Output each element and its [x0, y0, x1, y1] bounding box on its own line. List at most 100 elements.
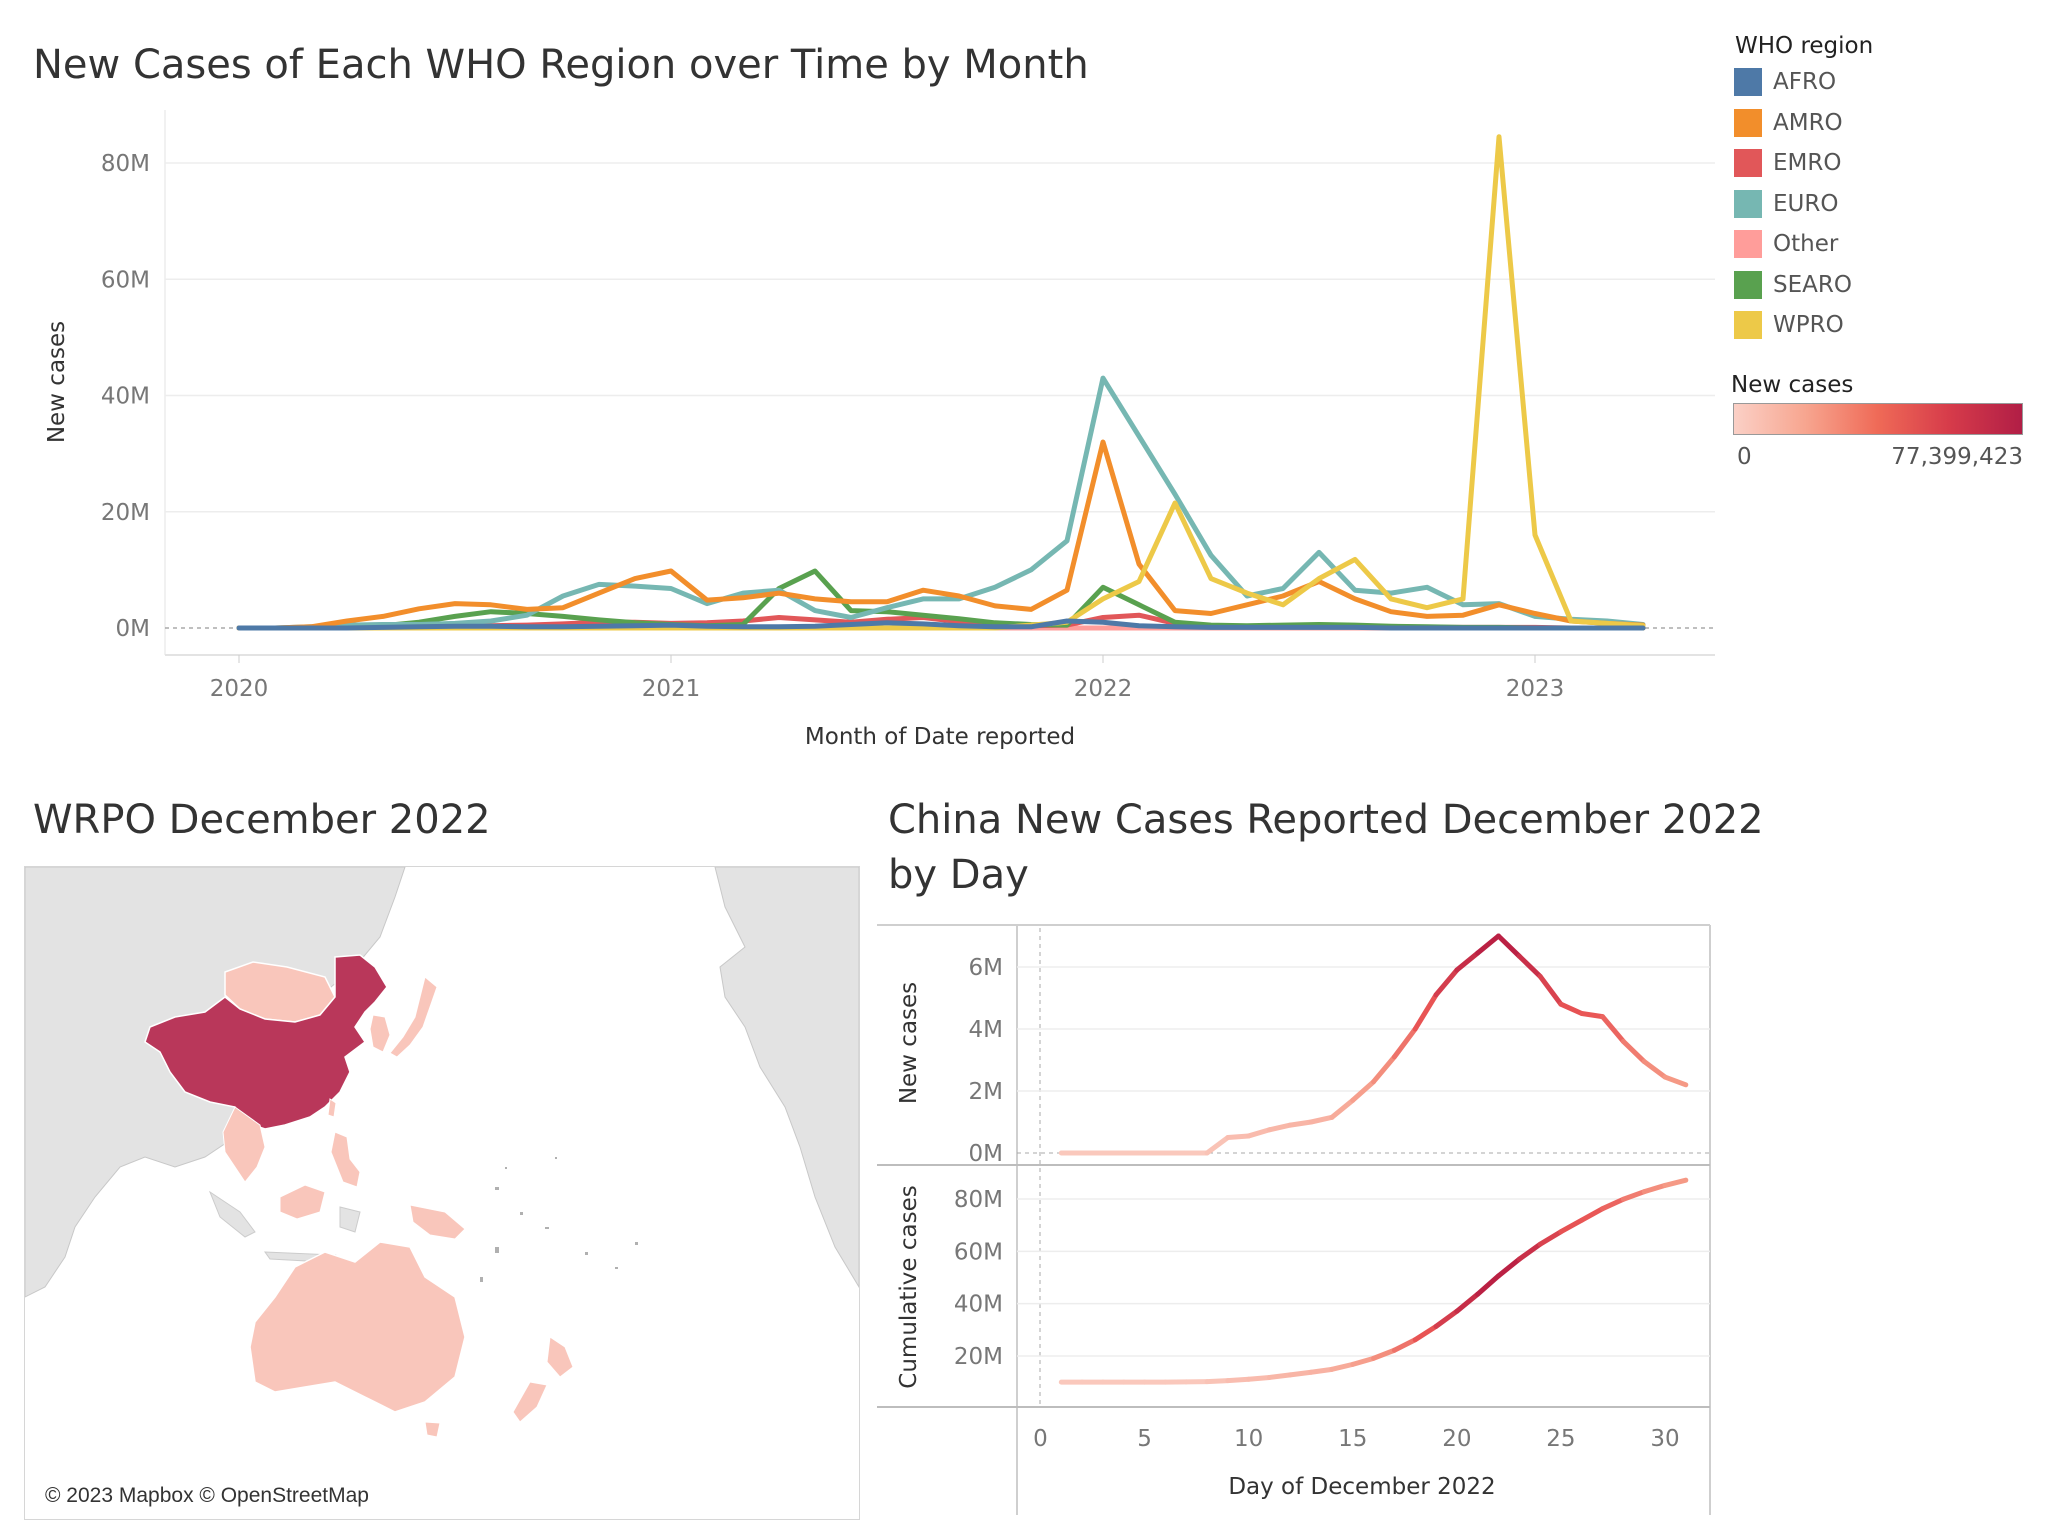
x-tick-label: 10	[1234, 1426, 1263, 1452]
indochina	[222, 1106, 266, 1183]
x-tick-label: 2020	[210, 676, 269, 702]
x-axis-label: Day of December 2022	[1228, 1474, 1495, 1500]
y-tick-label: 0M	[116, 616, 150, 642]
x-tick-label: 2021	[642, 676, 701, 702]
cumulative-segment	[1579, 1206, 1606, 1223]
series-line-euro[interactable]	[236, 375, 1646, 631]
cumulative-segment	[1287, 1369, 1314, 1378]
y-tick-label: 40M	[101, 384, 150, 410]
taiwan	[327, 1098, 337, 1118]
new-cases-segment	[1204, 1135, 1231, 1156]
cumulative-segment	[1371, 1347, 1397, 1361]
legend-item-other[interactable]: Other	[1734, 228, 1838, 260]
cumulative-segment	[1350, 1355, 1377, 1367]
legend-label: AFRO	[1773, 69, 1837, 95]
legend-item-wpro[interactable]: WPRO	[1734, 309, 1844, 341]
cumulative-segment	[1600, 1196, 1626, 1212]
y-axis-label-cumulative: Cumulative cases	[896, 1185, 922, 1388]
y-tick-label: 80M	[954, 1187, 1003, 1213]
x-tick-label: 2023	[1506, 676, 1565, 702]
cumulative-cases-line[interactable]	[1058, 1177, 1689, 1385]
x-tick-label: 2022	[1074, 676, 1133, 702]
new-cases-segment	[1246, 1127, 1272, 1139]
y-tick-label: 60M	[101, 267, 150, 293]
north-america-landmass	[714, 867, 859, 1288]
y-tick-label: 2M	[969, 1079, 1003, 1105]
tasmania	[424, 1421, 441, 1438]
y-tick-label: 6M	[969, 955, 1003, 981]
new-cases-segment	[1225, 1133, 1252, 1140]
legend-swatch	[1734, 311, 1762, 339]
x-tick-label: 20	[1442, 1426, 1471, 1452]
map-canvas	[25, 867, 859, 1519]
legend-label: AMRO	[1773, 109, 1843, 136]
pacific-islands	[480, 1157, 638, 1282]
y-tick-label: 20M	[101, 500, 150, 526]
legend-item-amro[interactable]: AMRO	[1734, 107, 1843, 139]
series-line-afro[interactable]	[236, 618, 1646, 631]
x-tick-label: 0	[1033, 1426, 1048, 1452]
cumulative-segment	[1412, 1323, 1439, 1343]
cumulative-segment	[1558, 1217, 1585, 1235]
cumulative-segment	[1537, 1229, 1564, 1247]
legend-item-emro[interactable]: EMRO	[1734, 147, 1841, 179]
new-cases-line[interactable]	[1058, 933, 1689, 1156]
legend-swatch	[1734, 230, 1762, 258]
legend-swatch	[1734, 108, 1762, 137]
legend-swatch	[1734, 149, 1762, 177]
new-cases-segment	[1600, 1014, 1626, 1044]
malaysia	[279, 1184, 326, 1220]
legend-label: WPRO	[1773, 312, 1844, 338]
china-chart-title-line1: China New Cases Reported December 2022	[888, 797, 1764, 843]
new-zealand	[512, 1336, 574, 1423]
color-scale-title: New cases	[1731, 372, 1854, 398]
legend-label: SEARO	[1773, 271, 1852, 298]
x-tick-label: 30	[1650, 1426, 1679, 1452]
y-tick-label: 0M	[969, 1141, 1003, 1167]
new-cases-segment	[1412, 992, 1439, 1032]
new-cases-segment	[1516, 953, 1543, 979]
cumulative-segment	[1266, 1372, 1293, 1380]
series-line-amro[interactable]	[236, 439, 1646, 631]
wpro-choropleth-map[interactable]: © 2023 Mapbox © OpenStreetMap	[24, 866, 860, 1520]
cumulative-segment	[1433, 1308, 1460, 1329]
legend-label: EMRO	[1773, 150, 1842, 176]
japan	[389, 976, 438, 1058]
cumulative-segment	[1475, 1273, 1501, 1297]
new-cases-segment	[1391, 1026, 1418, 1060]
cumulative-segment	[1329, 1361, 1356, 1372]
legend-swatch	[1734, 68, 1762, 96]
new-cases-segment	[1308, 1114, 1335, 1125]
main-line-chart: 0M 20M 40M 60M 80M 2020 2021 2022 2023 Month of D…	[44, 110, 1715, 750]
cumulative-segment	[1225, 1376, 1252, 1384]
y-axis-label: New cases	[44, 321, 70, 443]
legend-swatch	[1734, 189, 1762, 218]
new-cases-segment	[1558, 1001, 1585, 1016]
y-tick-label: 20M	[954, 1344, 1003, 1370]
color-scale-ramp	[1733, 403, 2023, 435]
legend-label: Other	[1773, 231, 1839, 257]
y-axis-label-new-cases: New cases	[896, 982, 922, 1104]
y-tick-label: 80M	[101, 151, 150, 177]
new-cases-segment	[1350, 1079, 1377, 1103]
cumulative-segment	[1620, 1189, 1647, 1202]
x-axis-label: Month of Date reported	[805, 724, 1075, 750]
cumulative-segment	[1516, 1241, 1543, 1262]
new-cases-segment	[1287, 1119, 1314, 1128]
cumulative-segment	[1246, 1374, 1272, 1382]
new-cases-segment	[1641, 1059, 1668, 1080]
legend-label: EURO	[1773, 190, 1839, 217]
new-cases-segment	[1537, 973, 1564, 1007]
legend-item-euro[interactable]: EURO	[1734, 188, 1838, 220]
x-tick-label: 25	[1546, 1426, 1575, 1452]
legend-title: WHO region	[1735, 33, 1874, 59]
map-attribution[interactable]: © 2023 Mapbox © OpenStreetMap	[41, 1483, 373, 1509]
legend-item-searo[interactable]: SEARO	[1734, 269, 1852, 301]
papua-new-guinea	[409, 1204, 466, 1240]
new-cases-segment	[1495, 933, 1522, 959]
legend-item-afro[interactable]: AFRO	[1734, 66, 1836, 98]
cumulative-segment	[1391, 1337, 1418, 1353]
philippines	[330, 1131, 361, 1188]
color-scale-max-label: 77,399,423	[1891, 444, 2023, 470]
